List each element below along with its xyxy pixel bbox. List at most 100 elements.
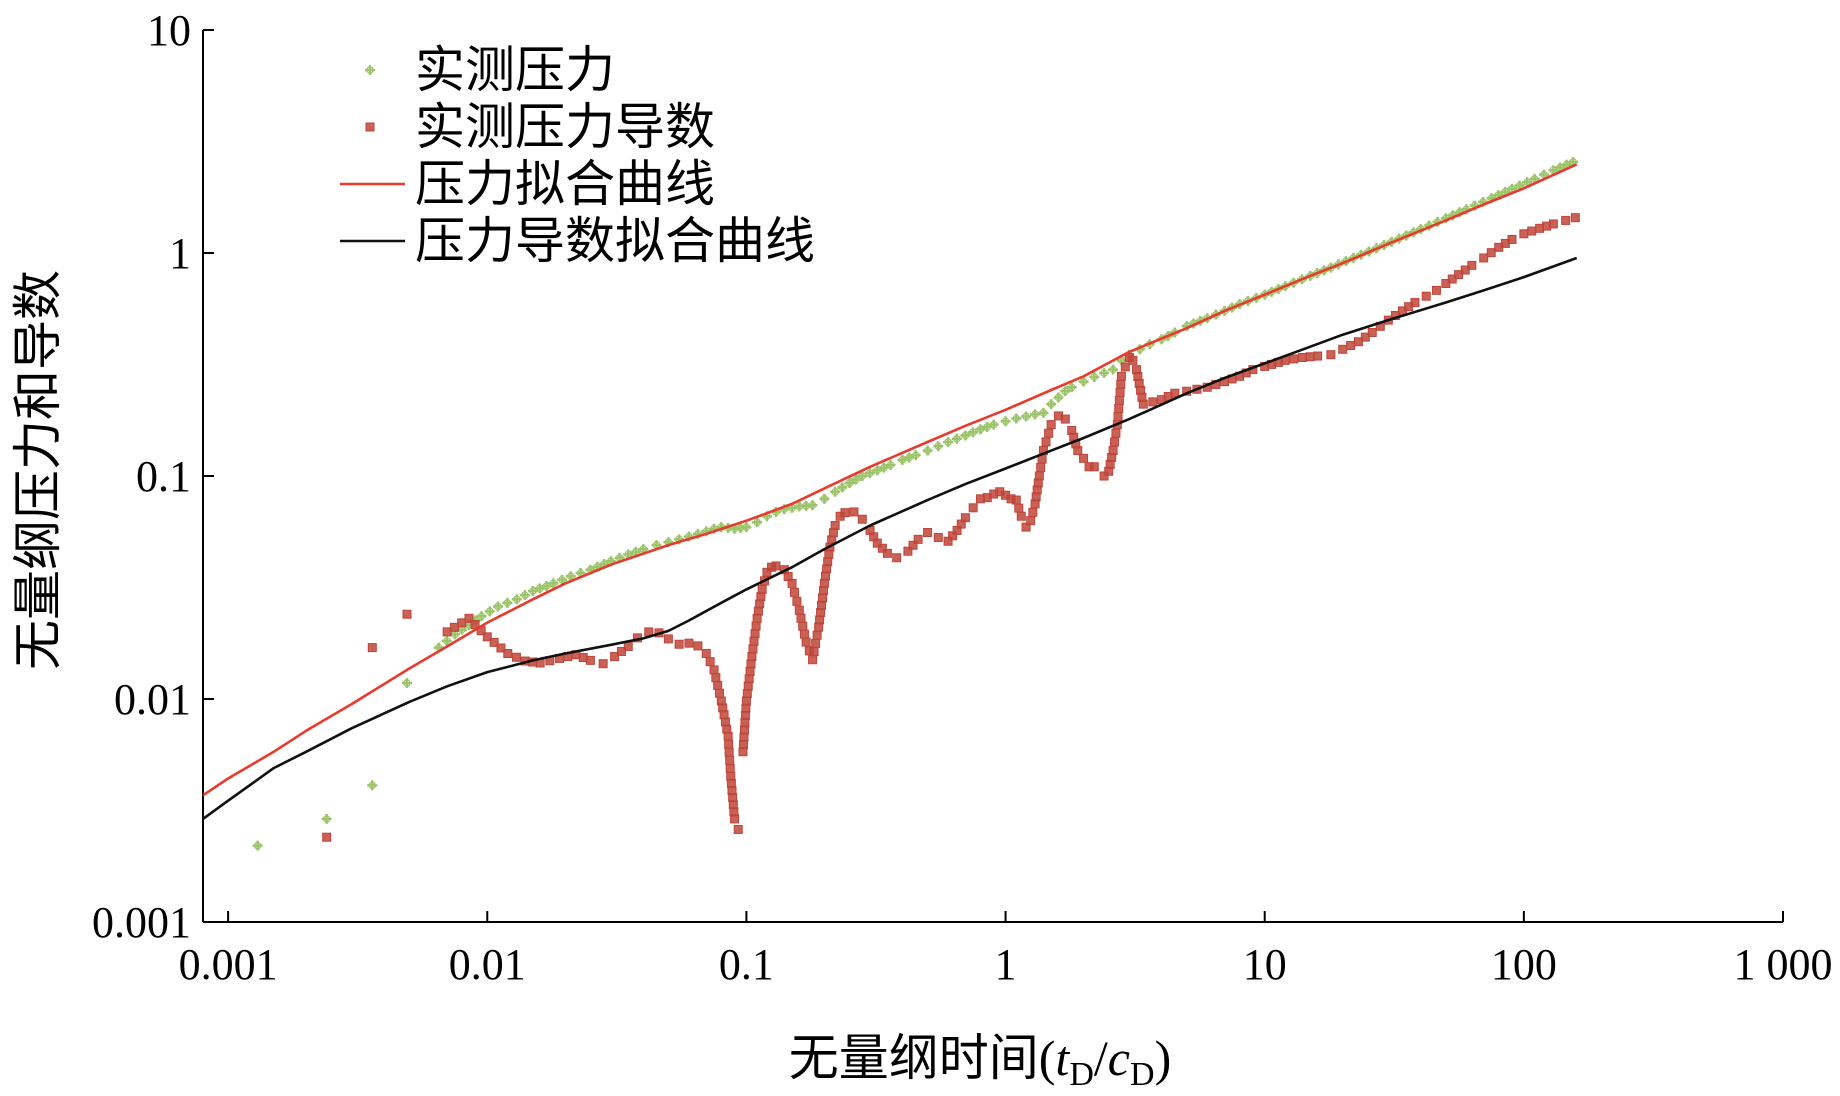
data-point — [747, 652, 757, 662]
data-point — [1454, 270, 1464, 280]
legend-entry: 压力拟合曲线 — [340, 156, 715, 212]
data-point — [1326, 350, 1336, 360]
data-point — [1114, 395, 1124, 405]
data-point — [623, 641, 633, 651]
data-point — [796, 613, 806, 623]
data-point — [1089, 371, 1100, 382]
data-point — [1114, 404, 1124, 414]
data-point — [1338, 344, 1348, 354]
data-point — [489, 637, 499, 647]
data-point — [809, 647, 819, 657]
y-tick-label: 0.001 — [92, 898, 191, 947]
data-point — [457, 618, 467, 628]
data-point — [757, 584, 767, 594]
data-point — [792, 596, 802, 606]
data-point — [750, 629, 760, 639]
data-point — [565, 571, 576, 582]
data-point — [1410, 297, 1420, 307]
axes: 0.001 0.01 0.1 1 10 100 1 000 0.001 0.01 0.1 1 10 — [92, 6, 1833, 989]
data-point — [476, 611, 487, 622]
data-point — [943, 536, 953, 546]
data-point — [1099, 367, 1110, 378]
legend-label: 实测压力 — [415, 42, 615, 98]
x-axis-title-close: ) — [1155, 1030, 1172, 1086]
data-point — [943, 437, 954, 448]
data-point — [1066, 382, 1077, 393]
data-point — [1053, 392, 1064, 403]
data-point — [1116, 379, 1126, 389]
y-tick-label: 0.01 — [114, 675, 191, 724]
data-point — [1360, 332, 1370, 342]
data-point — [1570, 213, 1580, 223]
data-point — [1467, 260, 1477, 270]
data-point — [742, 689, 752, 699]
data-point — [882, 548, 892, 558]
data-point — [548, 578, 559, 589]
data-point — [749, 636, 759, 646]
data-point — [864, 468, 875, 479]
data-point — [1079, 453, 1089, 463]
data-point — [960, 513, 970, 523]
data-point — [1026, 516, 1036, 526]
data-point — [801, 637, 811, 647]
data-point — [1519, 229, 1529, 239]
data-point — [762, 567, 772, 577]
data-point — [1479, 253, 1489, 263]
data-point — [1038, 407, 1049, 418]
data-point — [527, 586, 538, 597]
data-point — [746, 659, 756, 669]
x-axis-title-var1: t — [1055, 1030, 1070, 1086]
x-tick-label: 1 000 — [1734, 940, 1833, 989]
data-point — [705, 657, 715, 667]
data-point — [1108, 364, 1119, 375]
data-point — [503, 648, 513, 658]
x-tick-label: 0.01 — [449, 940, 526, 989]
series-layer — [202, 156, 1580, 851]
data-point — [872, 538, 882, 548]
data-point — [982, 421, 993, 432]
data-point — [988, 419, 999, 430]
data-point — [484, 606, 495, 617]
data-point — [837, 482, 848, 493]
data-point — [1561, 215, 1571, 225]
data-point — [904, 452, 915, 463]
y-axis-title: 无量纲压力和导数 — [10, 270, 66, 670]
data-point — [610, 652, 620, 662]
series-line — [202, 256, 1578, 820]
data-point — [464, 613, 474, 623]
data-point — [1044, 428, 1054, 438]
legend-swatch-marker — [365, 122, 375, 132]
data-point — [1115, 387, 1125, 397]
data-point — [724, 747, 734, 757]
data-point — [321, 813, 332, 824]
data-point — [367, 643, 377, 653]
data-point — [1111, 428, 1121, 438]
data-point — [1060, 386, 1071, 397]
y-tick-label: 10 — [147, 6, 191, 55]
data-point — [674, 639, 684, 649]
data-point — [724, 739, 734, 749]
data-point — [1298, 352, 1308, 362]
x-axis-title-sub1: D — [1069, 1056, 1094, 1091]
data-point — [684, 638, 694, 648]
data-point — [367, 780, 378, 791]
data-point — [557, 574, 568, 585]
data-point — [1527, 226, 1537, 236]
data-point — [787, 578, 797, 588]
x-axis-title-var2: c — [1108, 1030, 1130, 1086]
data-point — [840, 508, 850, 518]
x-axis-title-sub2: D — [1130, 1056, 1155, 1091]
data-point — [910, 450, 921, 461]
data-point — [743, 681, 753, 691]
legend-entry: 实测压力导数 — [365, 99, 715, 155]
data-point — [1036, 463, 1046, 473]
legend-label: 压力导数拟合曲线 — [415, 213, 815, 269]
data-point — [725, 755, 735, 765]
data-point — [844, 478, 855, 489]
y-tick-label: 1 — [169, 229, 191, 278]
data-point — [812, 630, 822, 640]
data-point — [745, 666, 755, 676]
data-point — [741, 696, 751, 706]
